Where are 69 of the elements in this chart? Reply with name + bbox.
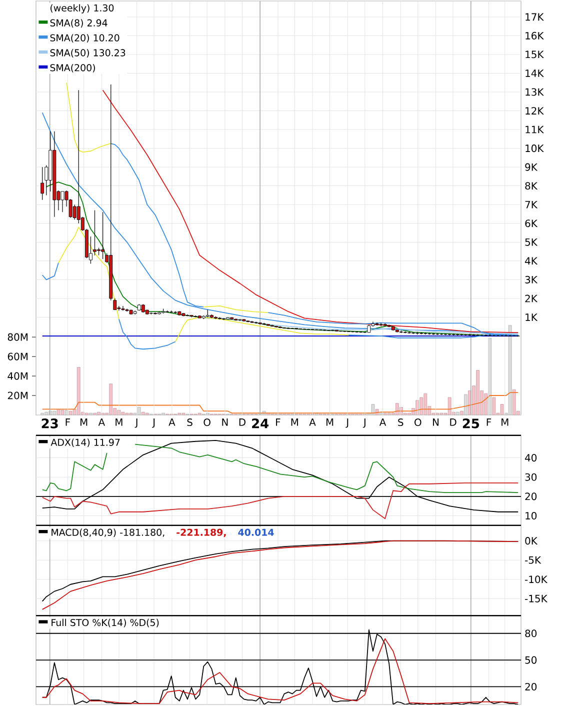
y-tick-label: 30 — [525, 473, 537, 481]
y-tick-label: 3K — [525, 276, 538, 284]
x-tick-label: A — [309, 418, 316, 426]
x-tick-label: J — [346, 418, 348, 428]
y-tick-label: 14K — [526, 70, 544, 77]
y-tick-label: 16K — [526, 32, 544, 40]
y-tick-label: -15K — [525, 594, 548, 602]
y-tick-label: 11K — [526, 126, 544, 134]
x-tick-label: F — [486, 418, 492, 426]
y-tick-label: 7K — [525, 200, 538, 208]
y-tick-label: 1K — [526, 314, 538, 321]
legend-label: SMA(8) 2.94 — [50, 19, 108, 28]
y-tick-label: 5K — [525, 238, 538, 246]
x-tick-label: 23 — [42, 418, 58, 428]
y-tick-label: 10K — [526, 144, 544, 152]
y2-tick-label: 20M — [8, 392, 28, 400]
y-tick-label: -10K — [525, 576, 548, 584]
y-tick-label: 40 — [525, 454, 537, 462]
x-tick-label: 25 — [462, 418, 480, 428]
y-tick-label: 15K — [526, 50, 544, 58]
x-tick-label: 24 — [252, 418, 268, 428]
x-tick-label: A — [98, 418, 105, 426]
y-tick-label: 0K — [525, 537, 538, 545]
y-tick-label: 2K — [525, 294, 538, 302]
x-tick-label: M — [291, 418, 298, 426]
y-tick-label: 20 — [525, 682, 537, 690]
y-tick-label: 9K — [525, 163, 538, 171]
y-tick-label: 4K — [525, 257, 538, 265]
x-tick-label: J — [152, 418, 155, 428]
y2-tick-label: 80M — [8, 333, 28, 341]
x-tick-label: F — [276, 418, 280, 426]
x-tick-label: N — [433, 418, 439, 426]
y-tick-label: 50 — [525, 656, 537, 664]
y-tick-label: 13K — [526, 88, 544, 96]
y2-tick-label: 60M — [8, 352, 28, 360]
legend-label: SMA(20) 10.20 — [50, 34, 120, 43]
x-tick-label: J — [362, 418, 366, 428]
y-tick-label: 80 — [525, 630, 537, 638]
y-tick-label: 6K — [525, 220, 538, 228]
y-tick-label: 12K — [526, 107, 544, 114]
x-tick-label: M — [116, 418, 122, 426]
x-tick-label: O — [414, 418, 422, 426]
y-tick-label: 10 — [526, 512, 537, 520]
x-tick-label: S — [398, 418, 404, 426]
x-tick-label: M — [80, 418, 88, 426]
y-tick-label: -5K — [525, 556, 542, 564]
x-tick-label: J — [134, 418, 138, 428]
series-label: -221.189, — [176, 528, 226, 538]
legend-label: ADX(14) 11.97 — [50, 438, 120, 448]
x-tick-label: A — [168, 418, 176, 426]
x-tick-label: D — [239, 418, 246, 426]
y2-tick-label: 40M — [8, 372, 28, 380]
x-tick-label: M — [502, 418, 508, 426]
y-tick-label: 17K — [526, 13, 544, 21]
chart-title: (weekly) 1.30 — [50, 4, 114, 14]
x-tick-label: O — [204, 418, 210, 426]
legend-label: SMA(200) — [50, 64, 95, 72]
legend-label: Full STO %K(14) %D(5) — [52, 618, 159, 628]
annotation: 40.014 — [238, 528, 274, 536]
x-tick-label: D — [450, 418, 456, 426]
y-tick-label: 8K — [525, 182, 538, 190]
x-tick-label: F — [66, 418, 70, 426]
x-tick-label: M — [326, 418, 334, 426]
x-tick-label: S — [187, 418, 192, 426]
y-tick-label: 20 — [525, 492, 537, 500]
legend-label: SMA(50) 130.23 — [50, 49, 126, 58]
x-tick-label: A — [379, 418, 386, 426]
text: MACD(8,40,9) -181.180, — [52, 528, 164, 538]
x-tick-label: N — [222, 418, 228, 426]
